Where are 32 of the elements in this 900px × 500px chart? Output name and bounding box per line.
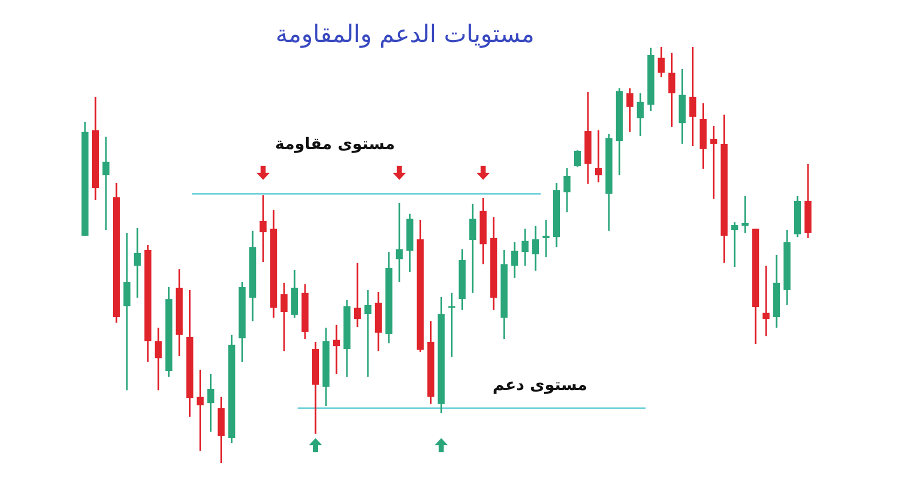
candlestick xyxy=(332,324,340,375)
candlestick xyxy=(469,203,476,294)
candlestick xyxy=(574,149,581,168)
candlestick xyxy=(626,87,634,133)
candlestick xyxy=(658,46,665,78)
candlestick xyxy=(636,92,644,137)
ref-line-label: مستوى دعم xyxy=(492,375,588,394)
candlestick xyxy=(762,265,770,337)
candlestick xyxy=(102,136,110,231)
candlestick xyxy=(742,195,749,234)
candlestick xyxy=(260,194,267,263)
candlestick xyxy=(594,129,602,183)
candlestick xyxy=(280,282,288,352)
candlestick xyxy=(196,369,204,452)
candlestick xyxy=(364,289,372,378)
candlestick xyxy=(396,202,403,283)
candlestick xyxy=(542,219,550,258)
candlestick xyxy=(668,52,676,128)
candlestick xyxy=(448,292,456,358)
candlestick xyxy=(354,262,361,328)
candlestick xyxy=(731,221,738,268)
candlestick xyxy=(134,227,141,299)
candlestick xyxy=(511,241,518,279)
candlestick xyxy=(154,327,162,391)
candlestick xyxy=(532,225,540,272)
chart-title: مستويات الدعم والمقاومة xyxy=(276,20,534,48)
candlestick xyxy=(522,228,529,267)
ref-line-label: مستوى مقاومة xyxy=(275,134,395,153)
candlestick xyxy=(564,167,570,213)
candlestick xyxy=(710,125,718,200)
candlestick xyxy=(689,46,696,147)
candlestick xyxy=(207,373,214,433)
